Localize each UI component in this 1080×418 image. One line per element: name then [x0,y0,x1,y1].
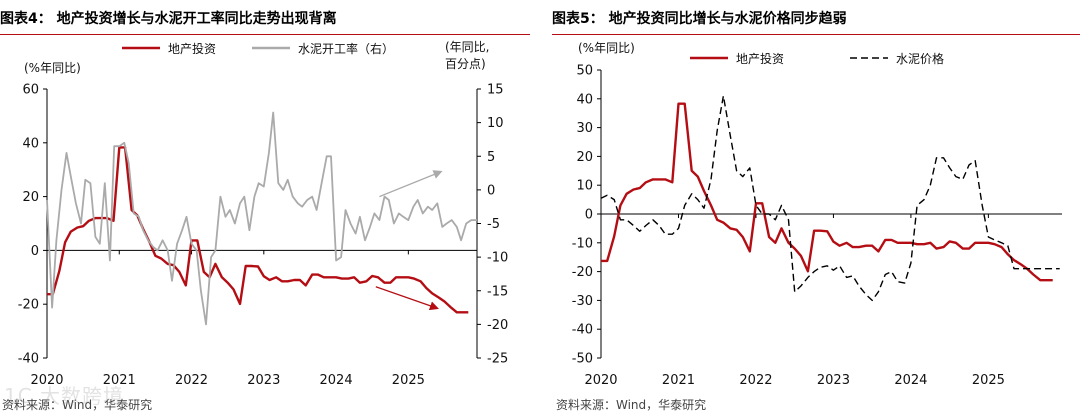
chart4-y-tick-label: 60 [22,83,39,98]
chart5-x-tick-label: 2021 [662,373,695,388]
chart5-legend-label-0: 地产投资 [736,51,784,66]
chart5-y-tick-label: 20 [576,150,593,165]
figure-4-title: 图表4： 地产投资增长与水泥开工率同比走势出现背离 [0,11,337,27]
chart4-series-0-line [47,146,469,314]
chart5-x-tick-label: 2023 [817,373,850,388]
chart4-legend-label-1: 水泥开工率（右） [298,41,394,56]
figure-5-title: 图表5： 地产投资同比增长与水泥价格同步趋弱 [552,11,847,27]
chart5-y-tick-label: -30 [572,294,593,309]
watermark: 1C 大数跨境 [4,384,125,408]
chart4-y-tick-label: 20 [22,190,39,205]
chart5-series-1-line [600,95,1060,302]
chart4-y-tick-label: -40 [18,352,39,367]
chart4-y2-tick-label: -10 [487,251,508,266]
chart5-y-tick-label: 40 [576,92,593,107]
figure-5-title-bar: 图表5： 地产投资同比增长与水泥价格同步趋弱 [552,0,1080,35]
figure-4-source: 资料来源：Wind，华泰研究 [2,398,153,412]
chart4-series-1-line [46,111,477,326]
chart5-y-tick-label: 0 [585,208,593,223]
figure-4-title-bar: 图表4： 地产投资增长与水泥开工率同比走势出现背离 [0,0,530,35]
chart5-x-tick-label: 2022 [739,373,772,388]
chart4-x-tick-label: 2023 [247,373,280,388]
chart5-legend-label-1: 水泥价格 [896,51,944,66]
chart4-x-tick-label: 2025 [392,373,425,388]
chart4-x-tick-label: 2024 [320,373,353,388]
chart5-x-tick-label: 2025 [972,373,1005,388]
figure-5-source: 资料来源：Wind，华泰研究 [556,398,707,412]
chart4-y2-tick-label: -20 [487,318,508,333]
chart4-x-tick-label: 2020 [30,373,63,388]
chart5-y-tick-label: -10 [572,236,593,251]
chart4-y2-label: 百分点) [445,57,486,71]
chart5-x-tick-label: 2020 [584,373,617,388]
chart5-y-tick-label: 30 [576,121,593,136]
chart4-trend-arrow-0 [379,170,443,198]
chart5-y-label: (%年同比) [578,41,635,55]
chart4-y-tick-label: -20 [18,298,39,313]
chart5-y-tick-label: -50 [572,352,593,367]
chart5-y-tick-label: 10 [576,179,593,194]
chart4-y2-tick-label: 0 [487,183,495,198]
chart4-y-tick-label: 40 [22,136,39,151]
chart4-y2-tick-label: 15 [487,83,504,98]
chart4-x-tick-label: 2021 [103,373,136,388]
chart4-y-tick-label: 0 [31,244,39,259]
chart4-y2-tick-label: 5 [487,150,495,165]
chart5-y-tick-label: -20 [572,265,593,280]
chart4-y2-label: (年同比, [445,40,490,54]
chart5-series-0-line [601,102,1053,282]
chart4-x-tick-label: 2022 [175,373,208,388]
chart4-legend-label-0: 地产投资 [168,41,216,56]
chart4-y-label: (%年同比) [24,61,81,75]
chart4-y2-tick-label: -5 [487,217,500,232]
chart5-x-tick-label: 2024 [894,373,927,388]
chart5-y-tick-label: -40 [572,323,593,338]
chart4-trend-arrow-1 [375,286,439,311]
chart5-y-tick-label: 50 [576,64,593,79]
chart4-y2-tick-label: -25 [487,352,508,367]
chart4-y2-tick-label: 10 [487,116,504,131]
chart4-y2-tick-label: -15 [487,284,508,299]
